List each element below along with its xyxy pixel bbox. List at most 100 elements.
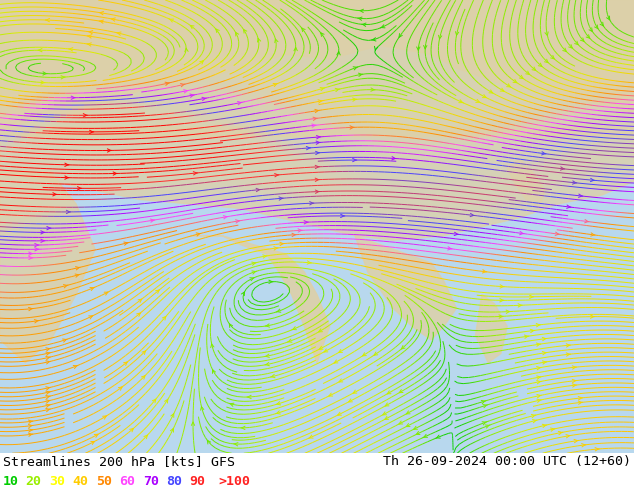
FancyArrowPatch shape [573, 366, 576, 369]
FancyArrowPatch shape [320, 346, 323, 349]
Text: 10: 10 [3, 475, 19, 488]
FancyArrowPatch shape [308, 435, 313, 439]
FancyArrowPatch shape [439, 35, 442, 39]
FancyArrowPatch shape [569, 45, 573, 48]
FancyArrowPatch shape [99, 20, 103, 24]
FancyArrowPatch shape [276, 411, 280, 414]
FancyArrowPatch shape [38, 49, 42, 52]
FancyArrowPatch shape [470, 213, 474, 217]
FancyArrowPatch shape [573, 379, 576, 383]
FancyArrowPatch shape [184, 90, 188, 93]
FancyArrowPatch shape [338, 412, 342, 415]
FancyArrowPatch shape [380, 25, 385, 28]
FancyArrowPatch shape [63, 339, 67, 342]
FancyArrowPatch shape [35, 247, 39, 251]
FancyArrowPatch shape [75, 274, 80, 277]
FancyArrowPatch shape [545, 32, 548, 35]
FancyArrowPatch shape [46, 348, 50, 351]
FancyArrowPatch shape [526, 71, 529, 74]
FancyArrowPatch shape [459, 99, 463, 103]
FancyArrowPatch shape [424, 46, 427, 49]
FancyArrowPatch shape [316, 141, 320, 145]
FancyArrowPatch shape [104, 292, 108, 295]
FancyArrowPatch shape [555, 232, 560, 235]
Polygon shape [0, 172, 95, 363]
FancyArrowPatch shape [87, 35, 91, 38]
FancyArrowPatch shape [536, 323, 541, 327]
FancyArrowPatch shape [256, 188, 261, 192]
FancyArrowPatch shape [257, 38, 261, 42]
FancyArrowPatch shape [551, 55, 554, 59]
Text: 40: 40 [72, 475, 88, 488]
FancyArrowPatch shape [165, 82, 169, 85]
FancyArrowPatch shape [399, 421, 403, 424]
FancyArrowPatch shape [41, 81, 45, 84]
FancyArrowPatch shape [191, 422, 195, 425]
FancyArrowPatch shape [337, 51, 340, 55]
FancyArrowPatch shape [265, 363, 269, 366]
FancyArrowPatch shape [181, 83, 185, 87]
FancyArrowPatch shape [581, 38, 584, 41]
FancyArrowPatch shape [155, 290, 159, 294]
FancyArrowPatch shape [573, 181, 577, 184]
FancyArrowPatch shape [339, 379, 343, 382]
FancyArrowPatch shape [316, 136, 321, 139]
FancyArrowPatch shape [406, 411, 410, 414]
FancyArrowPatch shape [353, 390, 357, 393]
FancyArrowPatch shape [589, 28, 592, 31]
FancyArrowPatch shape [294, 48, 297, 50]
FancyArrowPatch shape [578, 194, 583, 197]
FancyArrowPatch shape [63, 285, 68, 288]
FancyArrowPatch shape [279, 197, 283, 200]
Text: 70: 70 [143, 475, 158, 488]
FancyArrowPatch shape [529, 295, 534, 298]
FancyArrowPatch shape [124, 242, 128, 245]
FancyArrowPatch shape [68, 48, 73, 51]
FancyArrowPatch shape [61, 75, 65, 79]
FancyArrowPatch shape [87, 43, 91, 46]
FancyArrowPatch shape [292, 327, 297, 330]
FancyArrowPatch shape [210, 344, 214, 347]
FancyArrowPatch shape [103, 416, 107, 419]
FancyArrowPatch shape [500, 298, 504, 302]
Text: 50: 50 [96, 475, 112, 488]
Text: 80: 80 [166, 475, 182, 488]
FancyArrowPatch shape [350, 126, 354, 129]
FancyArrowPatch shape [287, 339, 292, 342]
FancyArrowPatch shape [483, 405, 488, 408]
Text: >100: >100 [219, 475, 250, 488]
FancyArrowPatch shape [476, 99, 481, 103]
FancyArrowPatch shape [482, 422, 487, 425]
FancyArrowPatch shape [89, 130, 94, 134]
FancyArrowPatch shape [581, 443, 586, 447]
FancyArrowPatch shape [392, 157, 396, 160]
FancyArrowPatch shape [537, 394, 541, 398]
FancyArrowPatch shape [117, 32, 121, 35]
FancyArrowPatch shape [216, 29, 219, 33]
FancyArrowPatch shape [144, 435, 147, 439]
FancyArrowPatch shape [107, 149, 112, 152]
FancyArrowPatch shape [99, 12, 103, 15]
FancyArrowPatch shape [243, 29, 247, 33]
FancyArrowPatch shape [67, 210, 70, 214]
FancyArrowPatch shape [482, 270, 487, 273]
FancyArrowPatch shape [543, 361, 547, 364]
FancyArrowPatch shape [46, 391, 50, 394]
FancyArrowPatch shape [138, 299, 141, 302]
FancyArrowPatch shape [75, 267, 80, 270]
FancyArrowPatch shape [573, 384, 576, 387]
FancyArrowPatch shape [241, 426, 245, 430]
FancyArrowPatch shape [152, 399, 156, 403]
FancyArrowPatch shape [417, 432, 420, 435]
FancyArrowPatch shape [591, 233, 595, 236]
FancyArrowPatch shape [250, 277, 254, 281]
FancyArrowPatch shape [312, 124, 316, 127]
FancyArrowPatch shape [349, 399, 353, 402]
FancyArrowPatch shape [304, 220, 308, 224]
FancyArrowPatch shape [414, 426, 417, 429]
FancyArrowPatch shape [276, 309, 281, 312]
Polygon shape [355, 236, 456, 340]
FancyArrowPatch shape [130, 428, 133, 432]
FancyArrowPatch shape [252, 271, 257, 274]
FancyArrowPatch shape [212, 369, 216, 373]
